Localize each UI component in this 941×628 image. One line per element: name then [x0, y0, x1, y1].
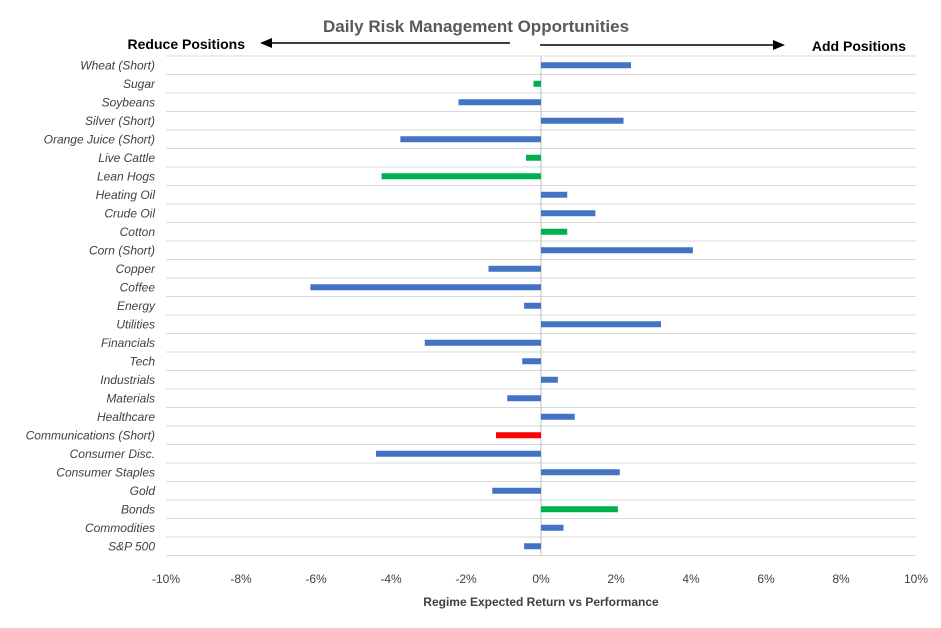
- bar: [541, 524, 564, 531]
- bar: [541, 210, 596, 217]
- reduce-positions-label: Reduce Positions: [128, 36, 246, 52]
- bar: [524, 302, 541, 309]
- category-label: Materials: [106, 391, 155, 405]
- x-tick-label: 8%: [832, 572, 850, 586]
- add-positions-label: Add Positions: [812, 38, 906, 54]
- bar: [507, 395, 541, 402]
- x-tick-label: 0%: [532, 572, 550, 586]
- category-label: Silver (Short): [85, 114, 155, 128]
- category-label: Tech: [129, 354, 155, 368]
- bar: [381, 173, 541, 180]
- category-label: Live Cattle: [98, 151, 155, 165]
- category-label: Utilities: [116, 317, 155, 331]
- bar: [524, 543, 541, 550]
- category-label: Financials: [101, 336, 155, 350]
- category-label: Wheat (Short): [80, 58, 155, 72]
- category-label: Crude Oil: [104, 206, 155, 220]
- x-tick-label: 2%: [607, 572, 625, 586]
- category-label: Commodities: [85, 521, 155, 535]
- category-label: Bonds: [121, 502, 155, 516]
- gridlines: [166, 55, 916, 556]
- x-tick-label: -6%: [305, 572, 327, 586]
- category-label: Healthcare: [97, 410, 155, 424]
- x-axis-title: Regime Expected Return vs Performance: [423, 595, 659, 609]
- bar: [522, 358, 541, 365]
- add-arrow: [540, 40, 785, 50]
- bar: [541, 62, 631, 69]
- bar: [424, 339, 541, 346]
- category-label: Industrials: [100, 373, 155, 387]
- bar: [541, 376, 558, 383]
- category-label: Corn (Short): [89, 243, 155, 257]
- category-label: Cotton: [120, 225, 156, 239]
- bar: [541, 413, 575, 420]
- bar: [376, 450, 541, 457]
- bar: [492, 487, 541, 494]
- category-label: S&P 500: [108, 539, 155, 553]
- category-label: Orange Juice (Short): [44, 132, 155, 146]
- x-tick-label: -4%: [380, 572, 402, 586]
- bar: [541, 228, 568, 235]
- category-label: Communications (Short): [26, 428, 155, 442]
- category-label: Copper: [116, 262, 156, 276]
- bar: [541, 321, 661, 328]
- bar: [541, 506, 618, 513]
- reduce-arrow: [260, 38, 510, 48]
- x-tick-label: -8%: [230, 572, 252, 586]
- x-tick-label: -10%: [152, 572, 180, 586]
- category-label: Soybeans: [102, 95, 155, 109]
- x-tick-label: 6%: [757, 572, 775, 586]
- category-labels: Wheat (Short) Sugar Soybeans Silver (Short)…: [26, 58, 156, 553]
- bar: [496, 432, 541, 439]
- x-tick-label: -2%: [455, 572, 477, 586]
- category-label: Energy: [117, 299, 156, 313]
- bar: [541, 191, 568, 198]
- category-label: Lean Hogs: [97, 169, 155, 183]
- category-label: Sugar: [123, 77, 156, 91]
- bar: [526, 154, 541, 161]
- chart-title: Daily Risk Management Opportunities: [323, 17, 629, 36]
- bar: [541, 117, 624, 124]
- x-tick-labels: -10% -8% -6% -4% -2% 0% 2% 4% 6% 8% 10%: [152, 572, 928, 586]
- bar: [541, 247, 693, 254]
- category-label: Heating Oil: [96, 188, 156, 202]
- category-label: Consumer Staples: [56, 465, 155, 479]
- bars: [310, 62, 693, 550]
- bar: [458, 99, 541, 106]
- bar: [488, 265, 541, 272]
- bar: [533, 80, 541, 87]
- x-tick-label: 4%: [682, 572, 700, 586]
- category-label: Coffee: [120, 280, 156, 294]
- category-label: Consumer Disc.: [70, 447, 155, 461]
- bar: [310, 284, 541, 291]
- bar: [541, 469, 620, 476]
- category-label: Gold: [130, 484, 156, 498]
- x-tick-label: 10%: [904, 572, 928, 586]
- bar: [400, 136, 541, 143]
